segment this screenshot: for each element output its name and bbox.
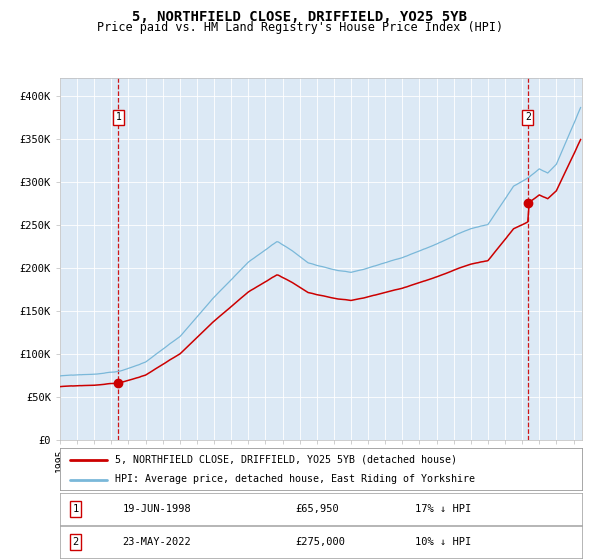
Text: 2: 2 — [525, 112, 531, 122]
Text: 1: 1 — [115, 112, 121, 122]
Text: 17% ↓ HPI: 17% ↓ HPI — [415, 504, 471, 514]
Text: 2: 2 — [73, 537, 79, 547]
Text: Price paid vs. HM Land Registry's House Price Index (HPI): Price paid vs. HM Land Registry's House … — [97, 21, 503, 34]
Text: £275,000: £275,000 — [295, 537, 345, 547]
Text: 1: 1 — [73, 504, 79, 514]
Text: 10% ↓ HPI: 10% ↓ HPI — [415, 537, 471, 547]
Text: 19-JUN-1998: 19-JUN-1998 — [122, 504, 191, 514]
Text: 5, NORTHFIELD CLOSE, DRIFFIELD, YO25 5YB: 5, NORTHFIELD CLOSE, DRIFFIELD, YO25 5YB — [133, 10, 467, 24]
Text: 23-MAY-2022: 23-MAY-2022 — [122, 537, 191, 547]
Text: £65,950: £65,950 — [295, 504, 338, 514]
Text: 5, NORTHFIELD CLOSE, DRIFFIELD, YO25 5YB (detached house): 5, NORTHFIELD CLOSE, DRIFFIELD, YO25 5YB… — [115, 455, 457, 465]
Text: HPI: Average price, detached house, East Riding of Yorkshire: HPI: Average price, detached house, East… — [115, 474, 475, 484]
